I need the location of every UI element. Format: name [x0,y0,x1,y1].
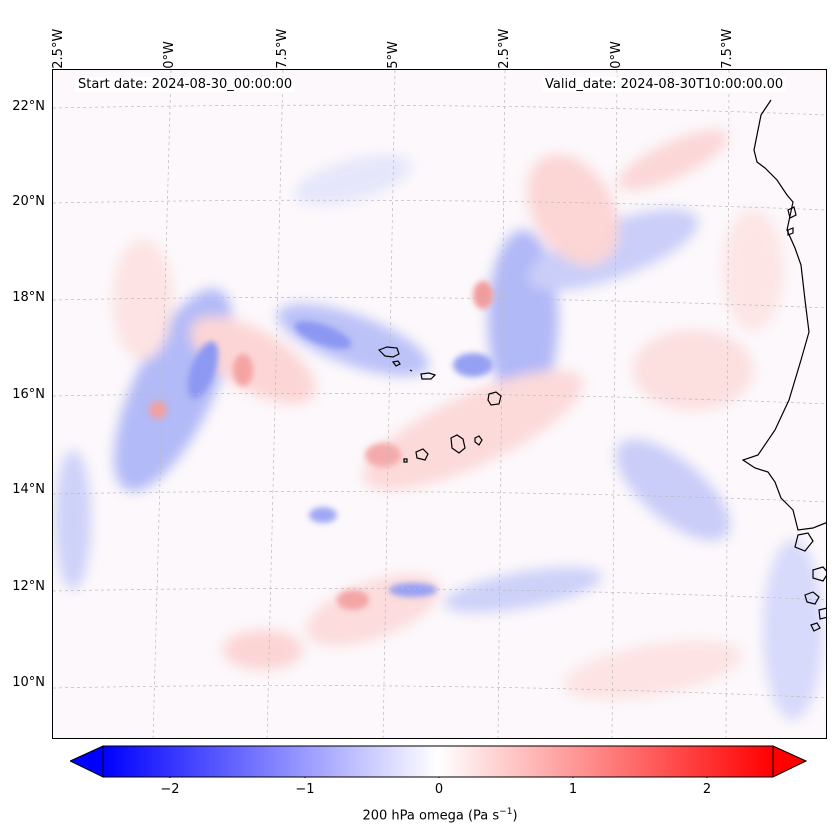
valid-date-label: Valid_date: 2024-08-30T10:00:00.00 [542,77,787,92]
colorbar-tick-2: 2 [702,782,712,797]
west-africa-coastline [741,99,826,632]
start-date-label: Start date: 2024-08-30_00:00:00 [75,77,296,92]
omega-colorbar [70,745,807,778]
colorbar-label-exponent: −1 [499,807,513,817]
colorbar-tick-neg2: −2 [160,782,180,797]
colorbar-extend-max [772,745,807,778]
lat-label-20n: 20°N [12,194,45,209]
colorbar-label-end: ) [512,808,518,824]
lat-label-10n: 10°N [12,675,45,690]
cape-verde-islands [377,346,502,463]
lat-label-18n: 18°N [12,290,45,305]
lat-label-12n: 12°N [12,579,45,594]
colorbar-label: 200 hPa omega (Pa s−1) [362,807,517,823]
map-panel[interactable] [52,69,827,739]
lat-label-22n: 22°N [12,99,45,114]
colorbar-tick-neg1: −1 [295,782,315,797]
colorbar-tick-marks [169,777,708,778]
colorbar-gradient [102,745,774,778]
graticule [53,70,826,738]
omega-field-map [53,70,826,738]
colorbar-label-main: 200 hPa omega (Pa s [362,808,500,824]
field-broad-patches [55,129,823,720]
colorbar-tick-0: 0 [434,782,444,797]
lat-label-14n: 14°N [12,482,45,497]
colorbar-extend-min [70,745,104,778]
lat-label-16n: 16°N [12,387,45,402]
field-sharp-features [149,281,493,610]
colorbar-tick-1: 1 [568,782,578,797]
